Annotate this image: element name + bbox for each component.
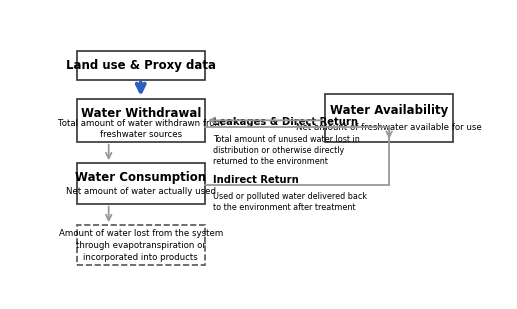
Text: Indirect Return: Indirect Return	[213, 175, 299, 184]
Text: Net amount of water actually used: Net amount of water actually used	[66, 187, 216, 196]
Text: Amount of water lost from the system
through evapotranspiration or
incorporated : Amount of water lost from the system thr…	[58, 229, 223, 262]
Text: Leakages & Direct Return: Leakages & Direct Return	[213, 117, 358, 128]
Text: Water Withdrawal: Water Withdrawal	[81, 108, 201, 121]
Text: Water Consumption: Water Consumption	[75, 171, 206, 184]
Bar	[77, 99, 205, 142]
Text: Used or polluted water delivered back
to the environment after treatment: Used or polluted water delivered back to…	[213, 192, 367, 212]
Text: Water Availability: Water Availability	[330, 104, 448, 117]
Text: Net amount of freshwater available for use: Net amount of freshwater available for u…	[296, 123, 482, 132]
Bar	[77, 225, 205, 265]
Bar	[325, 94, 453, 142]
Text: Total amount of water withdrawn from
freshwater sources: Total amount of water withdrawn from fre…	[58, 119, 223, 139]
Bar	[77, 163, 205, 204]
Text: Land use & Proxy data: Land use & Proxy data	[66, 59, 216, 72]
Bar	[77, 51, 205, 80]
Text: Total amount of unused water lost in
distribution or otherwise directly
returned: Total amount of unused water lost in dis…	[213, 135, 360, 166]
